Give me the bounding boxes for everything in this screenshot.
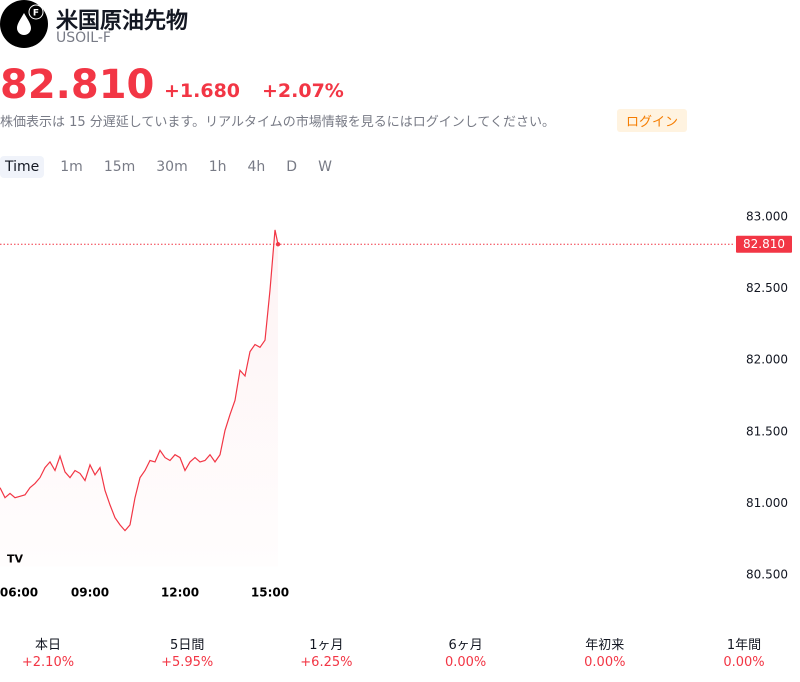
performance-value: 0.00% [723, 655, 765, 670]
performance: 本日 +2.10% 5日間 +5.95% 1ヶ月 +6.25% 6ヶ月 0.00% 年初来 0.0… [0, 634, 800, 678]
performance-item: 6ヶ月 0.00% [406, 634, 526, 670]
login-button[interactable]: ログイン [617, 109, 688, 132]
performance-item: 年初来 0.00% [545, 634, 665, 670]
performance-label: 1ヶ月 [309, 638, 344, 653]
interval-tab[interactable]: 15m [103, 159, 136, 175]
last-price-box [736, 235, 792, 253]
performance-value: +6.25% [300, 655, 353, 670]
change: +1.680 [164, 80, 241, 102]
interval-tab[interactable]: D [286, 159, 298, 175]
performance-label: 年初来 [585, 638, 625, 653]
interval-tab[interactable]: W [318, 159, 332, 175]
performance-item: 本日 +2.10% [0, 634, 108, 670]
interval-tab[interactable]: 1m [60, 159, 83, 175]
performance-value: 0.00% [584, 655, 626, 670]
svg-text:F: F [33, 9, 39, 19]
performance-value: +2.10% [21, 655, 75, 670]
performance-item: 5日間 +5.95% [127, 634, 247, 670]
symbol: USOIL-F [56, 30, 111, 46]
change-pct: +2.07% [262, 80, 344, 102]
performance-item: 1ヶ月 +6.25% [266, 634, 386, 670]
performance-label: 1年間 [726, 638, 762, 653]
y-tick-label: 81.500 [746, 424, 788, 438]
performance-item: 1年間 0.00% [684, 634, 800, 670]
x-tick-label: 12:00 [161, 586, 199, 600]
interval-tab[interactable]: 1h [208, 159, 227, 175]
interval-tab[interactable]: 30m [156, 159, 188, 175]
x-tick-label: 06:00 [0, 586, 38, 600]
x-tick-label: 09:00 [71, 586, 109, 600]
y-tick-label: 83.000 [746, 210, 788, 224]
chart: TV 80.50081.00081.50082.00082.50083.0000… [0, 210, 792, 600]
x-tick-label: 15:00 [251, 586, 289, 600]
area [0, 229, 278, 567]
y-tick-label: 80.500 [746, 568, 788, 582]
interval-tabs: Time 1m 15m 30m 1h 4h D W [0, 156, 348, 178]
y-tick-label: 82.000 [746, 353, 788, 367]
symbol-icon: F [0, 0, 48, 48]
performance-value: 0.00% [444, 655, 487, 670]
interval-tab[interactable]: Time [0, 156, 45, 178]
last-point [275, 242, 281, 247]
performance-label: 6ヶ月 [448, 638, 483, 653]
performance-value: +5.95% [161, 655, 214, 670]
last-price-label: 82.810 [743, 237, 785, 251]
performance-label: 本日 [34, 638, 61, 653]
y-tick-label: 81.000 [746, 496, 788, 510]
delay-notice: 株価表示は 15 分遅延しています。リアルタイムの市場情報を見るにはログインして… [0, 115, 555, 130]
performance-label: 5日間 [170, 638, 205, 653]
title: 米国原油先物 [56, 9, 189, 34]
y-tick-label: 82.500 [746, 281, 788, 295]
interval-tab[interactable]: 4h [247, 159, 266, 175]
price: 82.810 [0, 62, 155, 108]
price-line [0, 229, 279, 532]
